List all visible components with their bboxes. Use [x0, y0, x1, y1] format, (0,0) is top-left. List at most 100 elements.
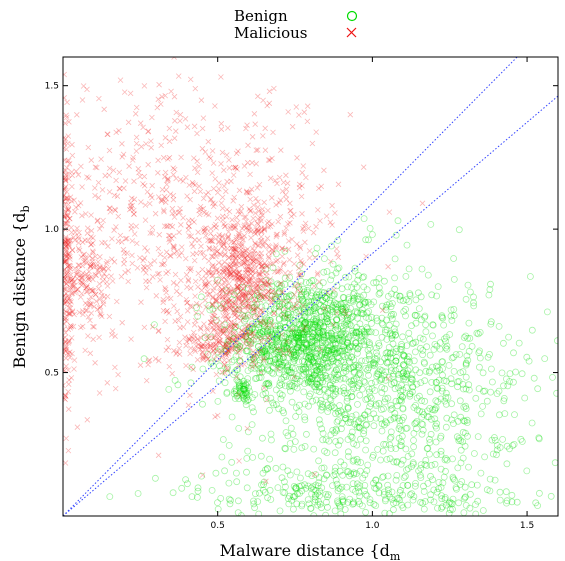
- data-point-benign: [502, 488, 510, 496]
- data-point-benign: [244, 397, 251, 404]
- data-point-malicious: [98, 156, 104, 162]
- data-point-benign: [269, 345, 277, 353]
- data-point-malicious: [245, 263, 251, 270]
- data-point-malicious: [137, 173, 143, 180]
- data-point-benign: [336, 347, 344, 355]
- data-point-benign: [422, 456, 430, 464]
- data-point-benign: [360, 430, 368, 438]
- data-point-benign: [266, 307, 274, 315]
- data-point-benign: [271, 356, 279, 363]
- data-point-benign: [417, 344, 424, 352]
- data-point-benign: [295, 348, 303, 356]
- data-point-benign: [312, 298, 320, 306]
- data-point-benign: [329, 339, 337, 347]
- data-point-benign: [322, 498, 330, 506]
- data-point-benign: [437, 434, 444, 442]
- data-point-benign: [243, 379, 251, 387]
- data-point-benign: [437, 504, 445, 512]
- data-point-malicious: [84, 86, 90, 93]
- data-point-malicious: [84, 174, 90, 180]
- data-point-malicious: [255, 288, 262, 294]
- data-point-benign: [349, 498, 357, 506]
- data-point-benign: [479, 507, 487, 514]
- data-point-benign: [417, 379, 425, 387]
- data-point-benign: [330, 299, 338, 307]
- data-point-benign: [323, 346, 331, 354]
- data-point-benign: [352, 308, 359, 316]
- data-point-malicious: [318, 183, 325, 190]
- data-point-malicious: [138, 299, 144, 305]
- data-point-benign: [262, 389, 270, 397]
- data-point-benign: [280, 373, 288, 381]
- data-point-malicious: [256, 271, 263, 277]
- data-point-benign: [355, 382, 363, 390]
- data-point-malicious: [255, 221, 262, 228]
- data-point-benign: [399, 393, 406, 401]
- data-point-malicious: [245, 142, 251, 149]
- data-point-benign: [496, 444, 504, 451]
- data-point-malicious: [169, 205, 176, 212]
- data-point-benign: [278, 345, 286, 353]
- data-point-malicious: [140, 181, 146, 187]
- data-point-malicious: [106, 147, 113, 154]
- data-point-benign: [349, 343, 356, 350]
- data-point-benign: [222, 369, 230, 377]
- data-point-benign: [308, 289, 315, 297]
- data-point-benign: [351, 264, 359, 272]
- data-point-benign: [278, 474, 286, 482]
- data-point-benign: [286, 492, 293, 500]
- data-point-benign: [247, 340, 255, 348]
- data-point-benign: [316, 420, 324, 428]
- data-point-benign: [251, 364, 259, 372]
- data-point-benign: [348, 393, 356, 401]
- data-point-malicious: [75, 245, 82, 252]
- data-point-benign: [528, 326, 536, 334]
- data-point-benign: [317, 396, 325, 404]
- data-point-malicious: [162, 173, 168, 180]
- data-point-malicious: [90, 336, 96, 343]
- data-point-benign: [328, 346, 336, 354]
- data-point-benign: [337, 510, 345, 516]
- data-point-benign: [363, 338, 371, 346]
- data-point-benign: [315, 383, 323, 391]
- data-point-benign: [285, 368, 293, 376]
- data-point-benign: [335, 336, 343, 344]
- data-point-benign: [332, 388, 340, 395]
- data-point-benign: [305, 375, 313, 383]
- data-point-benign: [392, 499, 400, 507]
- data-point-benign: [381, 385, 389, 393]
- data-point-malicious: [63, 280, 69, 287]
- data-point-benign: [433, 424, 440, 432]
- data-point-benign: [250, 354, 258, 362]
- data-point-malicious: [209, 315, 215, 321]
- data-point-benign: [330, 471, 338, 479]
- data-point-benign: [373, 372, 381, 380]
- data-point-malicious: [63, 355, 69, 361]
- data-point-malicious: [255, 93, 261, 100]
- data-point-malicious: [236, 458, 242, 464]
- data-point-benign: [246, 353, 254, 361]
- data-point-benign: [346, 495, 354, 503]
- data-point-benign: [318, 339, 326, 347]
- data-point-benign: [333, 374, 341, 381]
- data-point-benign: [302, 290, 310, 298]
- data-point-benign: [433, 379, 440, 386]
- data-point-benign: [339, 337, 346, 344]
- data-point-benign: [337, 458, 345, 466]
- data-point-benign: [309, 307, 317, 315]
- data-point-benign: [305, 358, 313, 366]
- data-point-benign: [329, 260, 337, 268]
- data-point-benign: [350, 470, 358, 478]
- data-point-benign: [341, 353, 349, 361]
- data-point-malicious: [306, 255, 313, 261]
- data-point-benign: [276, 302, 283, 310]
- data-point-malicious: [99, 187, 106, 193]
- legend-marker-malicious: [346, 27, 357, 38]
- data-point-malicious: [106, 189, 113, 195]
- data-point-benign: [549, 373, 556, 381]
- data-point-benign: [490, 434, 498, 441]
- data-point-malicious: [155, 452, 162, 459]
- data-point-malicious: [86, 268, 92, 275]
- data-point-malicious: [302, 323, 309, 330]
- data-point-malicious: [287, 297, 293, 304]
